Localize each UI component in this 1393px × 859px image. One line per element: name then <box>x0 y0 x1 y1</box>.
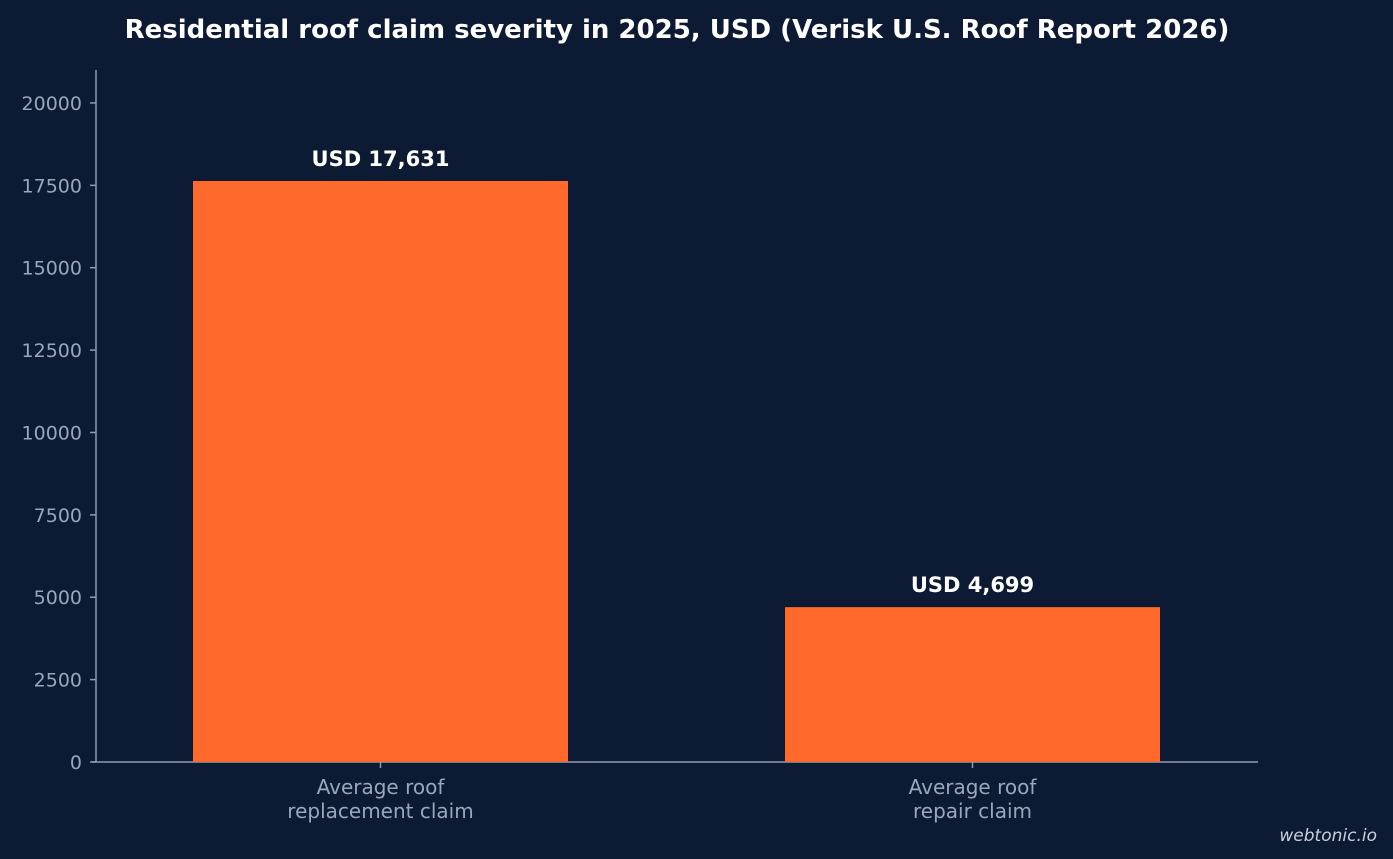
y-tick-label: 7500 <box>34 505 82 527</box>
watermark: webtonic.io <box>1279 826 1377 846</box>
chart-title: Residential roof claim severity in 2025,… <box>125 15 1230 45</box>
x-tick-label: repair claim <box>913 799 1032 823</box>
y-tick-label: 2500 <box>34 670 82 692</box>
x-tick-label: Average roof <box>909 775 1038 799</box>
data-labels: USD 17,631 USD 4,699 <box>312 147 1035 597</box>
y-tick-label: 10000 <box>22 422 82 444</box>
data-label: USD 17,631 <box>312 147 450 171</box>
y-tick-label: 12500 <box>22 340 82 362</box>
y-axis: 0 2500 5000 7500 10000 12500 15000 17500 20000 <box>22 70 97 774</box>
x-tick-label: replacement claim <box>287 799 473 823</box>
bars <box>193 181 1160 762</box>
y-tick-label: 15000 <box>22 258 82 280</box>
y-tick-label: 0 <box>70 752 82 774</box>
y-tick-label: 5000 <box>34 587 82 609</box>
data-label: USD 4,699 <box>911 573 1034 597</box>
x-tick-label: Average roof <box>317 775 446 799</box>
y-tick-label: 20000 <box>22 93 82 115</box>
bar <box>193 181 568 762</box>
bar <box>785 607 1160 762</box>
y-tick-label: 17500 <box>22 175 82 197</box>
